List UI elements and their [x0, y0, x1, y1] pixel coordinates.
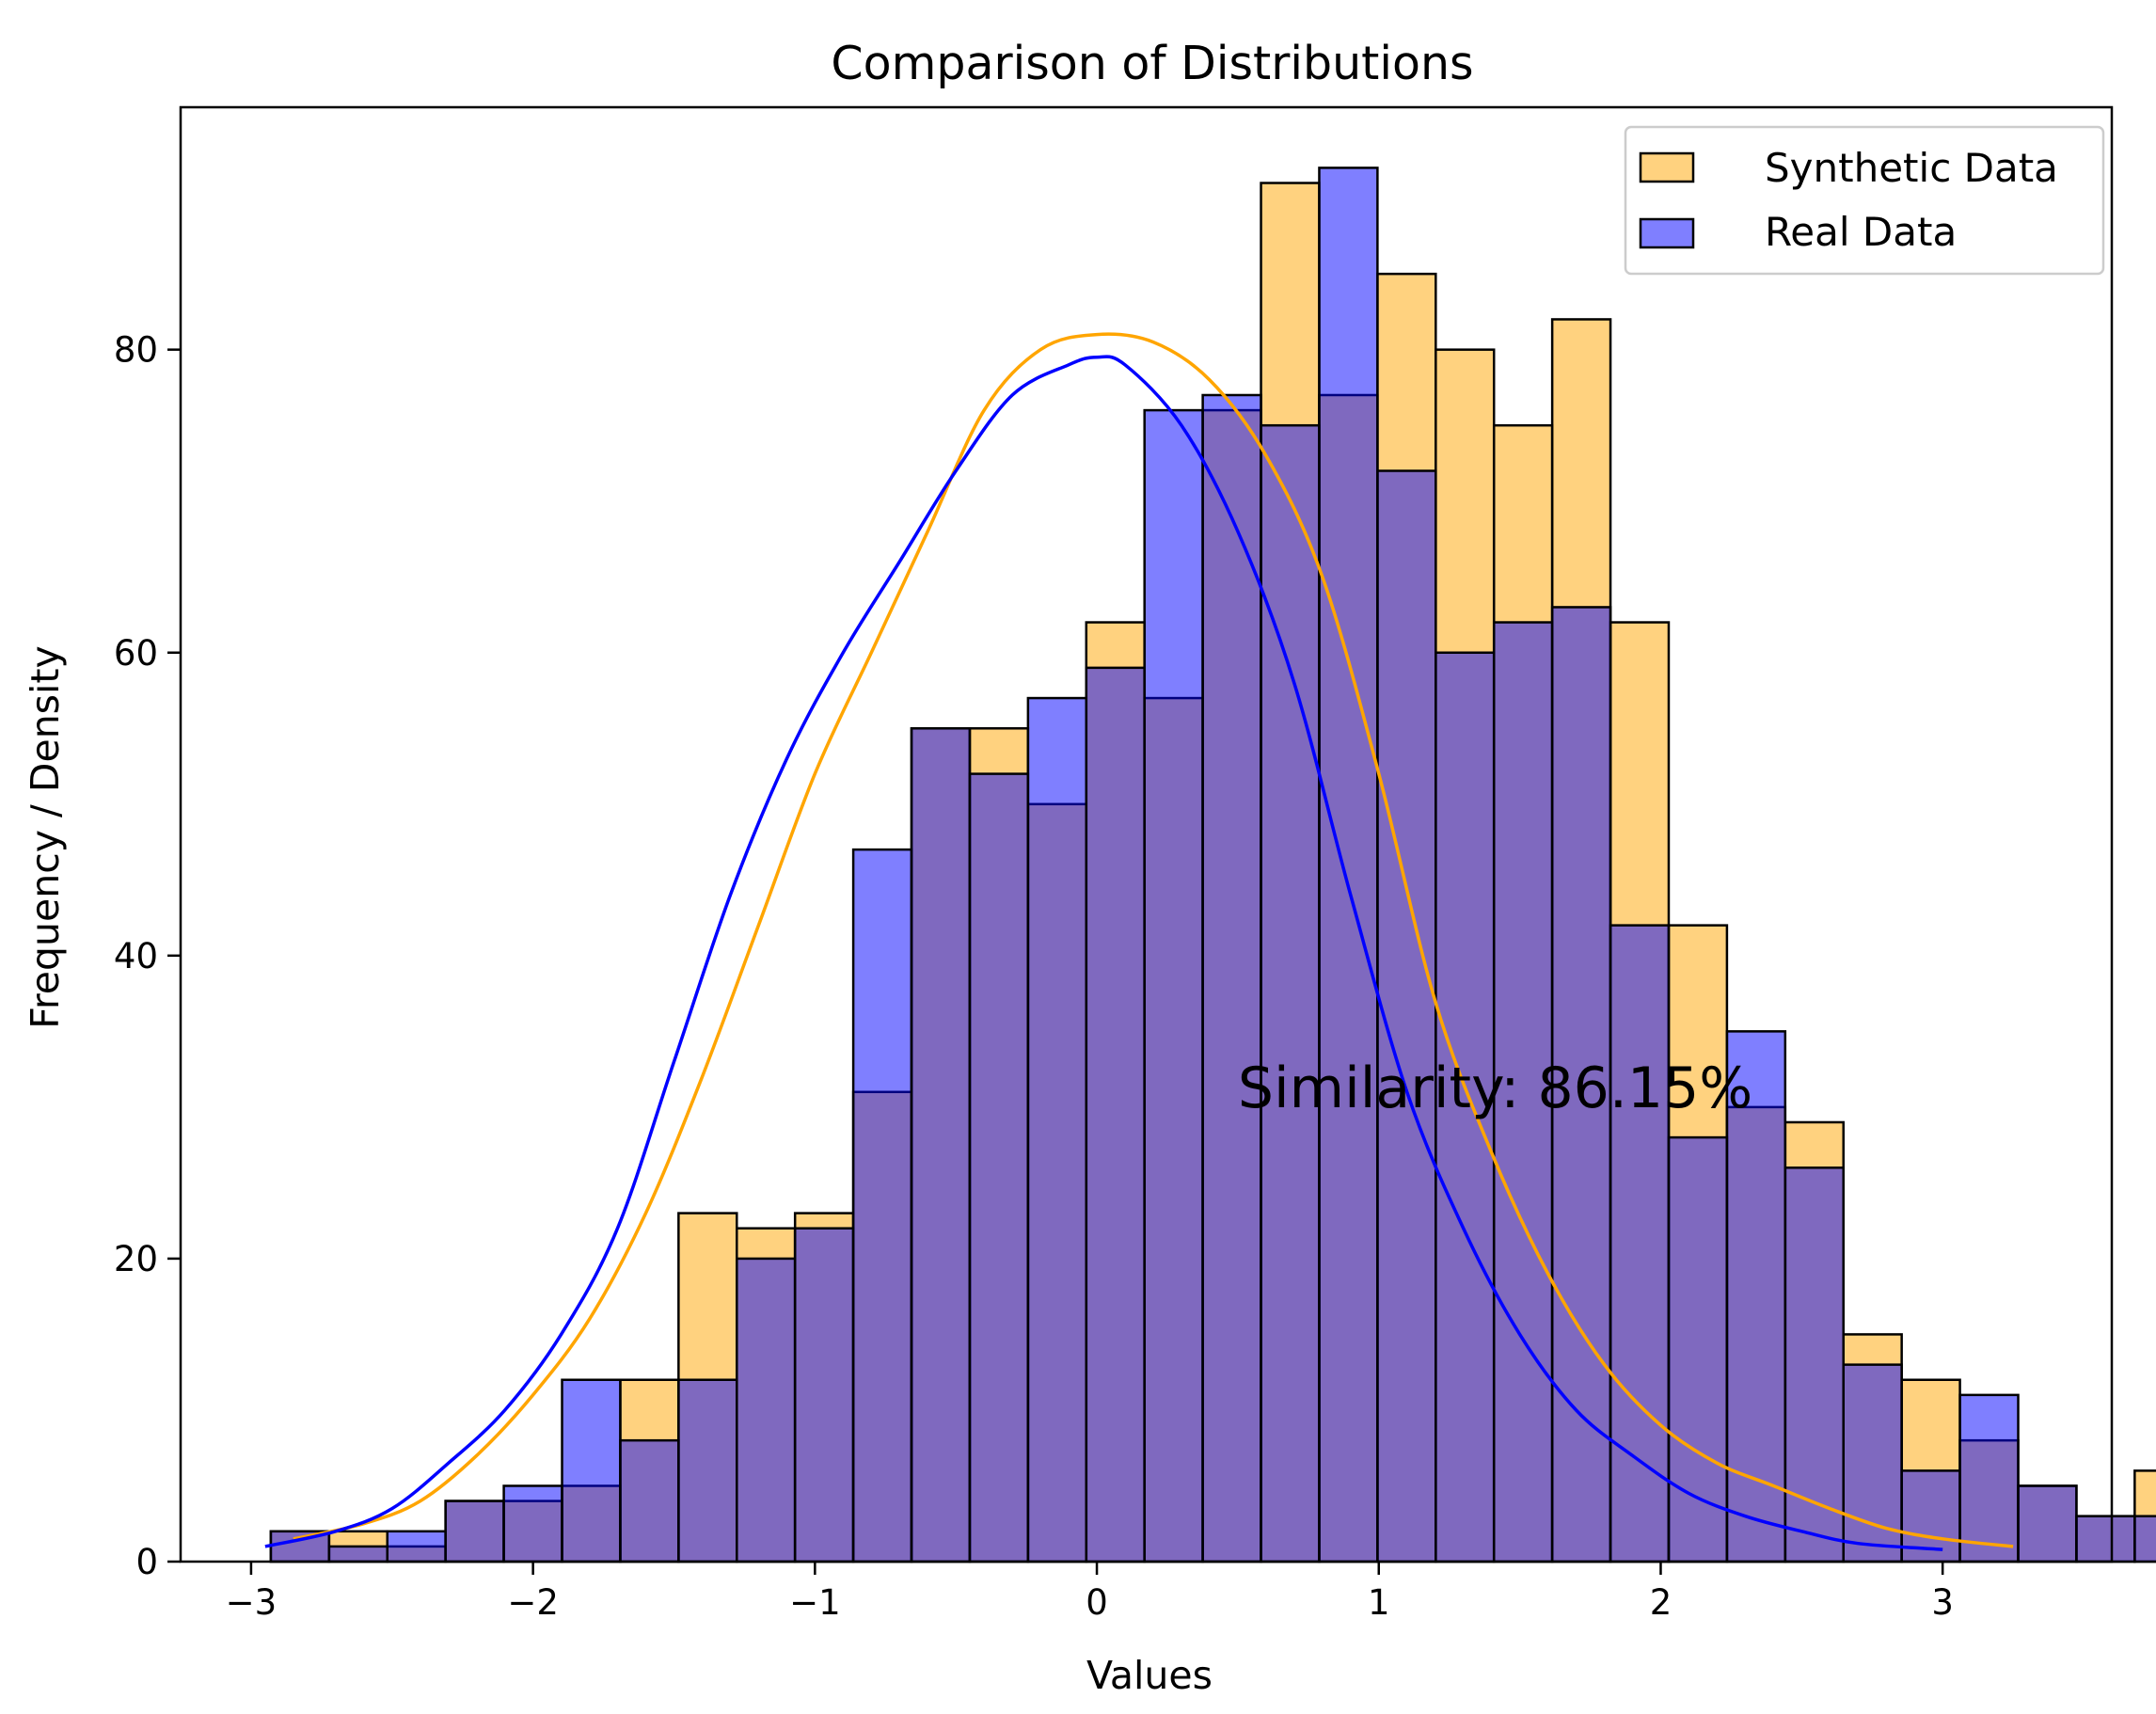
x-tick-label: 2 [1650, 1582, 1672, 1623]
real-bar [1550, 606, 1612, 1563]
real-bar [968, 772, 1030, 1563]
x-tick-label: 1 [1368, 1582, 1390, 1623]
y-tick-label: 60 [114, 633, 158, 674]
kde-curves [264, 332, 2014, 1551]
real-bar [1085, 666, 1146, 1563]
plot-area-frame [179, 105, 2114, 1563]
y-axis-label: Frequency / Density [23, 645, 68, 1029]
real-bar [2017, 1484, 2078, 1563]
legend-swatch-synthetic [1639, 151, 1695, 183]
y-tick-label: 20 [114, 1239, 158, 1279]
real-bar [1667, 1135, 1729, 1563]
real-bar [561, 1378, 622, 1563]
real-bar [1376, 469, 1437, 1563]
real-bar [2133, 1515, 2156, 1563]
real-bars [269, 167, 2156, 1563]
similarity-annotation: Similarity: 86.15% [1238, 1055, 1752, 1121]
real-bar [677, 1378, 738, 1563]
real-bar [793, 1227, 855, 1563]
real-bar [851, 848, 913, 1563]
real-bar [1318, 167, 1379, 1563]
y-tick-label: 40 [114, 936, 158, 976]
real-bar [1201, 393, 1262, 1563]
x-tick-label: 3 [1931, 1582, 1954, 1623]
real-bar [1958, 1393, 2020, 1563]
chart-title: Comparison of Distributions [831, 37, 1473, 90]
real-bar [502, 1484, 563, 1563]
y-axis-ticks: 0 20 40 60 80 [114, 330, 181, 1582]
x-axis-label: Values [1086, 1653, 1213, 1698]
y-tick-label: 0 [135, 1542, 158, 1582]
real-bar [2075, 1515, 2136, 1563]
real-bar [1842, 1363, 1903, 1563]
real-bar [910, 727, 972, 1563]
x-tick-label: −1 [789, 1582, 841, 1623]
real-kde-line [264, 355, 1943, 1551]
real-bar [736, 1257, 797, 1563]
real-bar [1260, 423, 1321, 1563]
y-tick-label: 80 [114, 330, 158, 371]
legend-box [1624, 125, 2105, 276]
legend-swatch-real [1639, 217, 1695, 249]
x-tick-label: 0 [1086, 1582, 1108, 1623]
x-axis-ticks: −3 −2 −1 0 1 2 3 [226, 1562, 1954, 1623]
real-bar [386, 1530, 447, 1563]
x-tick-label: −3 [226, 1582, 277, 1623]
real-bar [1609, 924, 1671, 1563]
real-bar [444, 1500, 505, 1563]
real-bar [619, 1438, 680, 1563]
legend-label-real: Real Data [1765, 209, 1957, 255]
real-bar [1435, 651, 1496, 1563]
real-bar [1026, 696, 1088, 1563]
legend: Synthetic Data Real Data [1624, 125, 2105, 276]
real-bar [327, 1545, 388, 1563]
legend-label-synthetic: Synthetic Data [1765, 145, 2058, 191]
real-bar [1143, 408, 1204, 1563]
x-tick-label: −2 [507, 1582, 559, 1623]
synthetic-kde-line [293, 332, 2014, 1548]
